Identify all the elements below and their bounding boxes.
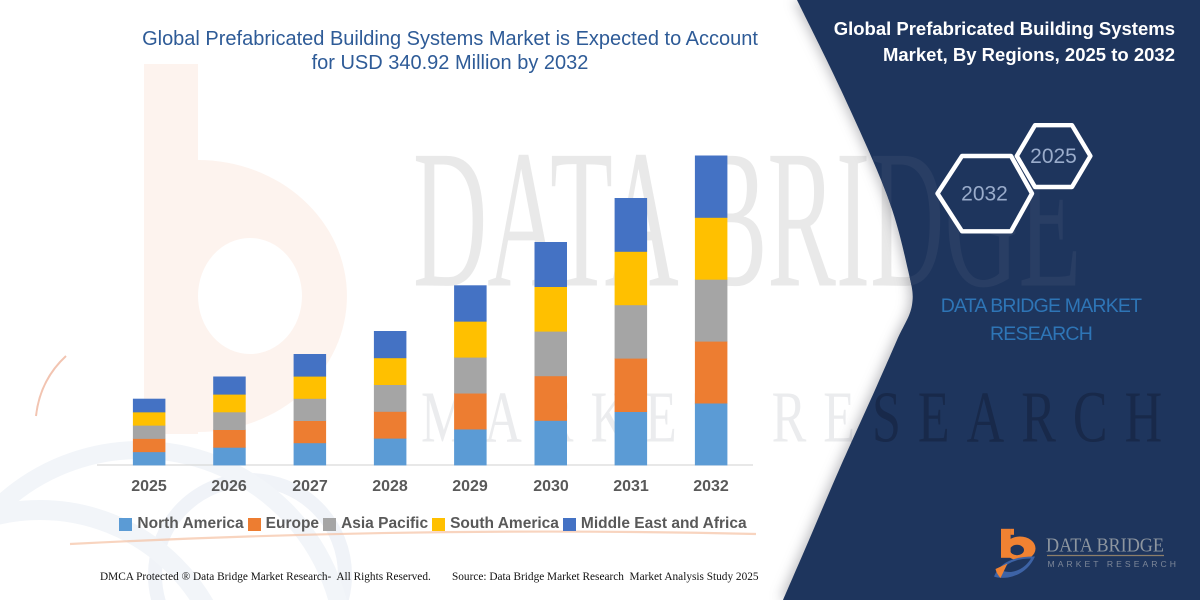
svg-text:2025: 2025	[1030, 145, 1077, 168]
svg-text:2032: 2032	[961, 183, 1008, 206]
svg-text:MARKET RESEARCH: MARKET RESEARCH	[1048, 559, 1180, 569]
svg-text:DATA BRIDGE: DATA BRIDGE	[1046, 535, 1164, 557]
